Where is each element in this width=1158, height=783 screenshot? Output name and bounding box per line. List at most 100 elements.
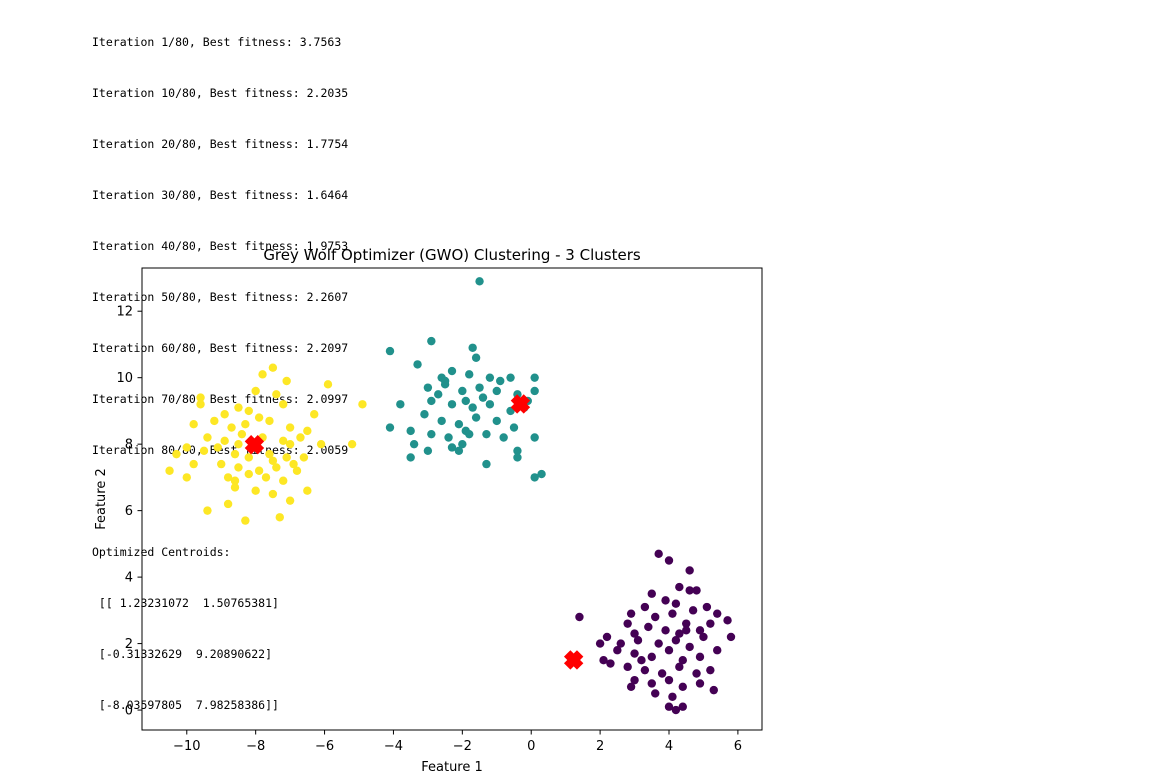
data-point xyxy=(461,396,470,406)
data-point xyxy=(268,456,278,465)
data-point xyxy=(482,429,491,439)
data-point xyxy=(475,383,484,392)
data-point xyxy=(602,632,612,642)
data-point xyxy=(347,439,357,449)
x-axis: −10 −8 −6 −4 −2 0 2 4 6 xyxy=(173,730,742,754)
data-point xyxy=(626,609,636,618)
data-point xyxy=(506,373,515,382)
x-tick-label: −4 xyxy=(384,739,403,754)
data-point xyxy=(485,373,495,382)
data-point xyxy=(203,433,212,442)
data-point xyxy=(654,639,663,648)
data-point xyxy=(613,646,622,655)
data-point xyxy=(220,410,229,419)
data-point xyxy=(530,386,539,396)
x-tick-label: 6 xyxy=(734,739,742,754)
data-point xyxy=(289,459,298,469)
data-point xyxy=(279,476,288,485)
data-point xyxy=(454,446,464,456)
data-point xyxy=(685,586,694,595)
data-point xyxy=(296,433,305,442)
data-point xyxy=(241,420,250,429)
x-tick-label: 4 xyxy=(665,739,673,754)
data-point xyxy=(682,626,691,635)
centroid-marker xyxy=(244,435,265,455)
iteration-line: Iteration 40/80, Best fitness: 1.9753 xyxy=(92,239,349,253)
data-point xyxy=(254,466,264,475)
iteration-line: Iteration 60/80, Best fitness: 2.2097 xyxy=(92,341,349,355)
iteration-line: Iteration 50/80, Best fitness: 2.2607 xyxy=(92,290,349,304)
data-point xyxy=(420,410,429,419)
data-point xyxy=(251,486,260,495)
data-point xyxy=(427,429,436,439)
data-point xyxy=(323,380,333,389)
data-point xyxy=(406,453,415,462)
data-point xyxy=(217,459,226,469)
data-point xyxy=(664,556,674,565)
data-point xyxy=(230,483,240,492)
data-point xyxy=(279,400,288,409)
data-point xyxy=(358,400,367,409)
data-point xyxy=(413,360,422,369)
plot-frame xyxy=(141,267,763,731)
data-point xyxy=(423,446,433,456)
x-tick-label: −8 xyxy=(246,739,265,754)
console-output: Iteration 1/80, Best fitness: 3.7563 Ite… xyxy=(92,0,348,731)
data-point xyxy=(671,636,681,645)
data-point xyxy=(685,566,694,575)
data-point xyxy=(434,390,443,399)
data-point xyxy=(626,682,636,691)
x-axis-label: Feature 1 xyxy=(421,760,483,775)
data-point xyxy=(630,675,639,685)
centroid-line: [-8.03597805 7.98258386]] xyxy=(92,698,279,712)
data-point xyxy=(465,370,474,379)
data-point xyxy=(447,400,457,409)
data-point xyxy=(268,363,278,372)
data-point xyxy=(633,636,643,645)
data-point xyxy=(465,429,474,439)
data-point xyxy=(272,463,281,472)
data-point xyxy=(189,420,198,429)
y-tick-label: 8 xyxy=(125,438,133,453)
data-point xyxy=(664,646,674,655)
data-point xyxy=(475,277,484,286)
data-point xyxy=(530,373,539,382)
data-point xyxy=(244,453,253,462)
data-point xyxy=(692,586,701,595)
data-point xyxy=(664,675,674,685)
data-point xyxy=(637,656,646,665)
data-point xyxy=(671,599,681,608)
data-point xyxy=(427,396,436,406)
centroids-layer xyxy=(244,394,584,670)
data-point xyxy=(458,439,467,449)
data-point xyxy=(385,423,395,432)
x-tick-label: −6 xyxy=(315,739,334,754)
data-point xyxy=(616,639,625,648)
data-point xyxy=(651,689,660,698)
centroid-line: [[ 1.23231072 1.50765381] xyxy=(92,596,279,610)
data-point xyxy=(496,376,505,386)
data-point xyxy=(310,410,319,419)
data-point xyxy=(678,702,687,711)
data-point xyxy=(685,642,694,652)
data-point xyxy=(440,376,450,386)
x-tick-label: −10 xyxy=(173,739,200,754)
data-point xyxy=(254,413,264,422)
data-point xyxy=(499,433,508,442)
data-point xyxy=(244,469,253,479)
y-axis-label: Feature 2 xyxy=(94,468,109,530)
data-point xyxy=(303,426,312,436)
data-point xyxy=(385,346,395,356)
data-point xyxy=(199,446,209,456)
data-point xyxy=(220,436,229,446)
data-point xyxy=(230,449,240,459)
data-point xyxy=(227,423,236,432)
data-point xyxy=(396,400,405,409)
data-point xyxy=(458,386,467,396)
data-point xyxy=(234,403,243,412)
y-axis: 0 2 4 6 8 10 12 xyxy=(116,305,142,719)
centroid-marker xyxy=(563,650,584,670)
data-point xyxy=(230,476,240,485)
data-point xyxy=(244,406,253,416)
